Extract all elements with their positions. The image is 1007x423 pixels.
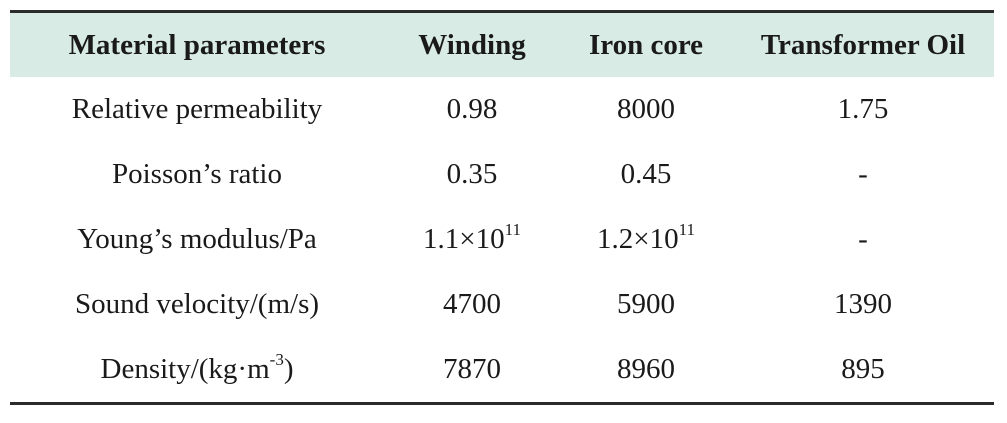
row-label-density: Density/(kg·m-3) xyxy=(10,337,384,405)
header-material-parameters: Material parameters xyxy=(10,10,384,77)
value-exponent: 11 xyxy=(678,220,695,239)
material-parameters-table-container: Material parameters Winding Iron core Tr… xyxy=(10,10,994,405)
cell-winding: 1.1×1011 xyxy=(384,207,560,272)
row-label-poissons-ratio: Poisson’s ratio xyxy=(112,158,282,190)
label-base: Density/(kg·m xyxy=(100,353,270,385)
table-row: Relative permeability 0.98 8000 1.75 xyxy=(10,77,994,142)
cell-transformer-oil: 1390 xyxy=(834,288,892,320)
cell-transformer-oil: - xyxy=(858,223,868,255)
cell-iron-core: 8960 xyxy=(560,337,732,405)
value-exponent: 11 xyxy=(504,220,521,239)
value-base: 1.1×10 xyxy=(423,223,505,255)
row-label-youngs-modulus: Young’s modulus/Pa xyxy=(77,223,317,255)
cell-iron-core: 5900 xyxy=(617,288,675,320)
cell-transformer-oil: - xyxy=(858,158,868,190)
cell-winding: 4700 xyxy=(443,288,501,320)
cell-winding: 0.98 xyxy=(446,93,498,125)
material-parameters-table: Material parameters Winding Iron core Tr… xyxy=(10,10,994,405)
table-row: Density/(kg·m-3) 7870 8960 895 xyxy=(10,337,994,405)
value-base: 1.2×10 xyxy=(597,223,679,255)
cell-iron-core: 8000 xyxy=(617,93,675,125)
table-header: Material parameters Winding Iron core Tr… xyxy=(10,10,994,77)
row-label-relative-permeability: Relative permeability xyxy=(71,93,323,125)
header-row: Material parameters Winding Iron core Tr… xyxy=(10,10,994,77)
header-winding: Winding xyxy=(384,10,560,77)
cell-iron-core: 0.45 xyxy=(620,158,672,190)
cell-transformer-oil: 1.75 xyxy=(837,93,889,125)
table-body: Relative permeability 0.98 8000 1.75 Poi… xyxy=(10,77,994,405)
header-transformer-oil: Transformer Oil xyxy=(732,10,994,77)
table-row: Young’s modulus/Pa 1.1×1011 1.2×1011 - xyxy=(10,207,994,272)
table-row: Poisson’s ratio 0.35 0.45 - xyxy=(10,142,994,207)
label-exponent: -3 xyxy=(269,350,284,369)
cell-winding: 0.35 xyxy=(446,158,498,190)
header-iron-core: Iron core xyxy=(560,10,732,77)
cell-transformer-oil: 895 xyxy=(732,337,994,405)
table-row: Sound velocity/(m/s) 4700 5900 1390 xyxy=(10,272,994,337)
cell-winding: 7870 xyxy=(384,337,560,405)
label-tail: ) xyxy=(283,353,294,385)
cell-iron-core: 1.2×1011 xyxy=(560,207,732,272)
row-label-sound-velocity: Sound velocity/(m/s) xyxy=(74,288,320,320)
